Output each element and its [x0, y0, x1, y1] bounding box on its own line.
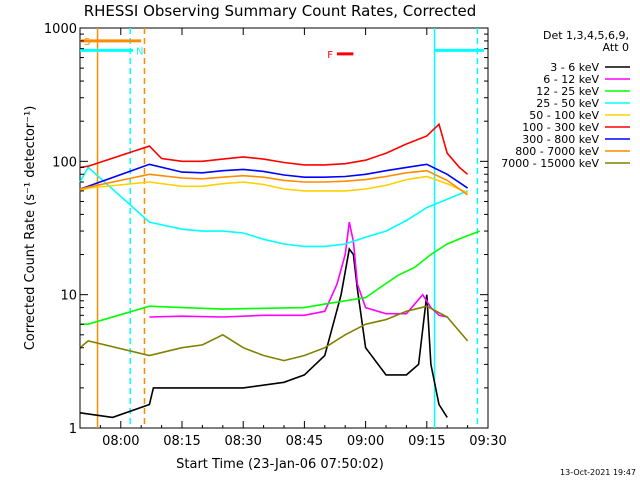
series-lines [79, 122, 481, 419]
legend-label: 7000 - 15000 keV [501, 157, 599, 170]
legend-label: 800 - 7000 keV [515, 145, 599, 158]
plot-frame [79, 27, 489, 429]
legend-label: 100 - 300 keV [522, 121, 599, 134]
x-tick-label: 09:30 [469, 434, 506, 449]
chart-title: RHESSI Observing Summary Count Rates, Co… [84, 2, 477, 20]
y-axis-label: Corrected Count Rate (s⁻¹ detector⁻¹) [23, 106, 38, 351]
y-tick-label: 1 [69, 422, 77, 437]
series-line-25-50-kev [79, 166, 468, 248]
series-line-800-7000-kev [79, 169, 469, 196]
series-line-7000-15000-kev [79, 305, 469, 362]
x-tick-label: 08:00 [102, 434, 139, 449]
flag-label: S [84, 37, 90, 48]
series-line-300-800-kev [79, 163, 469, 190]
y-tick-label: 10 [60, 289, 77, 304]
flag-bars: S N F [80, 37, 484, 61]
y-axis-ticks: 1 10 100 1000 [44, 22, 488, 437]
footer-date: 13-Oct-2021 19:47 [560, 468, 636, 477]
x-tick-label: 08:45 [286, 434, 323, 449]
legend-label: 12 - 25 keV [536, 85, 599, 98]
legend-header-line-2: Att 0 [603, 41, 629, 54]
y-tick-label: 100 [52, 155, 77, 170]
flag-label: F [327, 50, 333, 61]
legend-label: 25 - 50 keV [536, 97, 599, 110]
x-tick-label: 09:00 [347, 434, 384, 449]
series-line-6-12-kev [149, 221, 448, 318]
legend-label: 3 - 6 keV [550, 61, 599, 74]
series-line-12-25-kev [80, 230, 481, 326]
flag-label: N [136, 46, 143, 57]
series-line-3-6-kev [79, 247, 448, 419]
x-tick-label: 08:30 [224, 434, 261, 449]
legend-label: 50 - 100 keV [529, 109, 599, 122]
legend-label: 6 - 12 keV [543, 73, 599, 86]
series-line-100-300-kev [79, 122, 469, 175]
legend-label: 300 - 800 keV [522, 133, 599, 146]
legend-header-line-1: Det 1,3,4,5,6,9, [543, 29, 629, 42]
series-line-50-100-kev [79, 175, 468, 194]
plot-area: SN F 08:00 08:15 08:30 08:45 09:00 09:15 09:30 … [44, 22, 507, 449]
x-tick-label: 08:15 [163, 434, 200, 449]
x-axis-label: Start Time (23-Jan-06 07:50:02) [176, 457, 384, 472]
y-tick-label: 1000 [44, 22, 77, 37]
vertical-marker-lines [96, 28, 479, 428]
x-tick-label: 09:15 [408, 434, 445, 449]
x-axis-ticks: 08:00 08:15 08:30 08:45 09:00 09:15 09:30 [99, 28, 507, 449]
